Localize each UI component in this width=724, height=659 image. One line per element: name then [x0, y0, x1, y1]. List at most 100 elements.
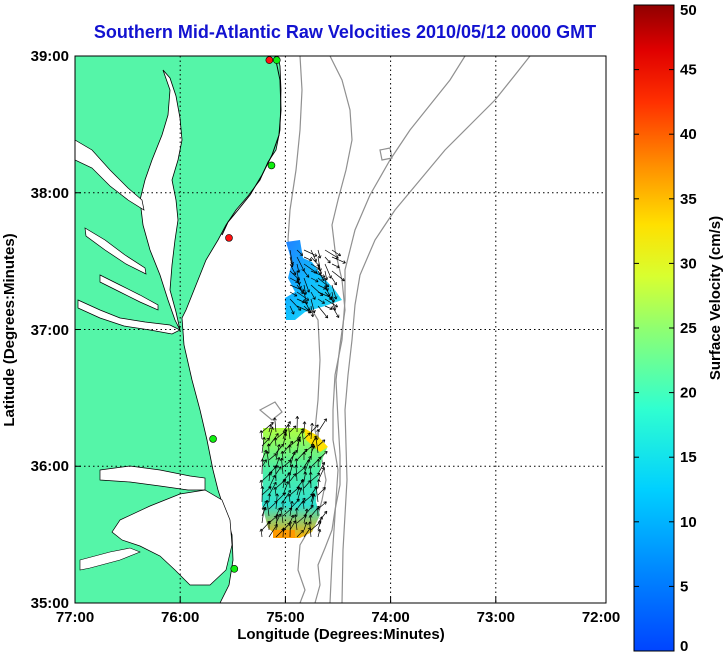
velocity-arrow — [300, 478, 305, 496]
station-marker — [267, 161, 276, 170]
velocity-arrow — [317, 528, 322, 538]
x-tick-label: 72:00 — [582, 609, 620, 626]
velocity-arrow — [282, 479, 286, 489]
velocity-arrow — [310, 493, 316, 510]
velocity-arrow — [331, 277, 337, 286]
velocity-arrow — [324, 305, 333, 311]
colorbar-tick-label: 15 — [680, 449, 697, 466]
velocity-arrow — [261, 486, 272, 496]
station-marker — [209, 435, 217, 443]
chesapeake-bay — [139, 69, 183, 331]
velocity-arrow — [273, 437, 278, 447]
colorbar-tick-label: 0 — [680, 638, 688, 655]
velocity-arrow — [302, 451, 306, 461]
james-river — [77, 299, 181, 335]
y-tick-label: 38:00 — [31, 185, 69, 202]
velocity-arrow — [296, 529, 304, 538]
velocity-arrow — [310, 424, 319, 433]
velocity-arrow — [307, 521, 312, 538]
velocity-arrow — [317, 270, 325, 282]
velocity-arrow — [265, 499, 270, 517]
velocity-vectors — [259, 249, 346, 538]
velocity-arrow — [303, 432, 311, 440]
velocity-arrow — [287, 493, 292, 503]
velocity-arrow — [300, 430, 305, 447]
velocity-arrow — [303, 504, 314, 517]
velocity-arrow — [303, 459, 311, 475]
velocity-arrow — [289, 500, 294, 517]
axis-ticks — [75, 192, 497, 603]
velocity-arrow — [317, 418, 327, 433]
velocity-arrow — [303, 305, 312, 314]
velocity-arrow — [314, 485, 319, 503]
delmarva-coast — [221, 56, 282, 236]
velocity-patch-south — [262, 428, 327, 538]
velocity-arrow — [303, 249, 318, 257]
velocity-arrow — [267, 493, 272, 503]
colorbar-tick-label: 50 — [680, 2, 697, 19]
velocity-arrow — [293, 514, 298, 531]
velocity-arrow — [268, 423, 273, 433]
velocity-arrow — [317, 305, 329, 319]
velocity-arrow — [260, 486, 265, 503]
station-marker — [272, 56, 281, 64]
velocity-arrow — [302, 421, 307, 433]
velocity-arrow — [296, 291, 310, 301]
velocity-arrow — [265, 451, 270, 468]
velocity-arrow — [268, 474, 276, 489]
y-tick-labels: 39:00 38:00 37:00 36:00 35:00 — [31, 48, 69, 612]
velocity-arrow — [310, 284, 324, 297]
velocity-arrow — [289, 451, 296, 468]
velocity-arrow — [266, 443, 271, 454]
velocity-arrow — [261, 507, 266, 524]
station-marker — [265, 56, 274, 64]
velocity-arrow — [303, 256, 313, 262]
x-tick-labels: 77:00 76:00 75:00 74:00 73:00 72:00 — [56, 609, 620, 626]
velocity-arrow — [296, 497, 306, 510]
velocity-arrow — [303, 277, 311, 293]
velocity-arrow — [303, 508, 309, 524]
velocity-arrow — [268, 523, 278, 538]
velocity-arrow — [317, 298, 326, 304]
velocity-arrow — [259, 528, 264, 538]
velocity-arrow — [317, 284, 327, 290]
velocity-arrow — [289, 425, 297, 433]
rappahannock-river — [84, 227, 147, 275]
velocity-arrow — [275, 444, 281, 461]
velocity-arrow — [317, 487, 326, 496]
colorbar-tick-label: 45 — [680, 62, 697, 79]
hf-radar-stations — [209, 56, 281, 573]
velocity-arrow — [314, 437, 319, 454]
velocity-arrow — [317, 516, 324, 531]
velocity-arrow — [296, 448, 308, 461]
velocity-arrow — [261, 459, 267, 468]
velocity-arrow — [275, 443, 284, 454]
x-axis-label: Longitude (Degrees:Minutes) — [237, 626, 445, 643]
velocity-arrow — [331, 256, 346, 264]
y-axis-label: Latitude (Degrees:Minutes) — [1, 233, 18, 426]
potomac-river — [75, 139, 145, 211]
colorbar — [633, 4, 675, 652]
velocity-arrow — [289, 473, 297, 482]
velocity-arrow — [308, 471, 313, 489]
velocity-arrow — [308, 514, 313, 524]
velocity-arrow — [296, 256, 305, 272]
velocity-arrow — [303, 270, 310, 278]
velocity-arrow — [275, 493, 279, 510]
velocity-arrow — [296, 298, 306, 304]
velocity-arrow — [260, 458, 265, 475]
velocity-arrow — [289, 520, 296, 531]
velocity-arrow — [324, 249, 339, 259]
velocity-arrow — [294, 507, 299, 517]
velocity-arrow — [275, 513, 279, 531]
station-marker — [230, 565, 239, 573]
colorbar-tick-label: 40 — [680, 126, 697, 143]
velocity-arrow — [282, 440, 294, 454]
colorbar-tick-label: 20 — [680, 385, 697, 402]
velocity-arrow — [286, 424, 291, 440]
velocity-arrow — [296, 466, 306, 475]
velocity-patch-south-cell — [273, 530, 295, 538]
x-tick-label: 73:00 — [477, 609, 515, 626]
velocity-arrow — [303, 455, 312, 468]
bathymetry-contours — [258, 56, 531, 603]
